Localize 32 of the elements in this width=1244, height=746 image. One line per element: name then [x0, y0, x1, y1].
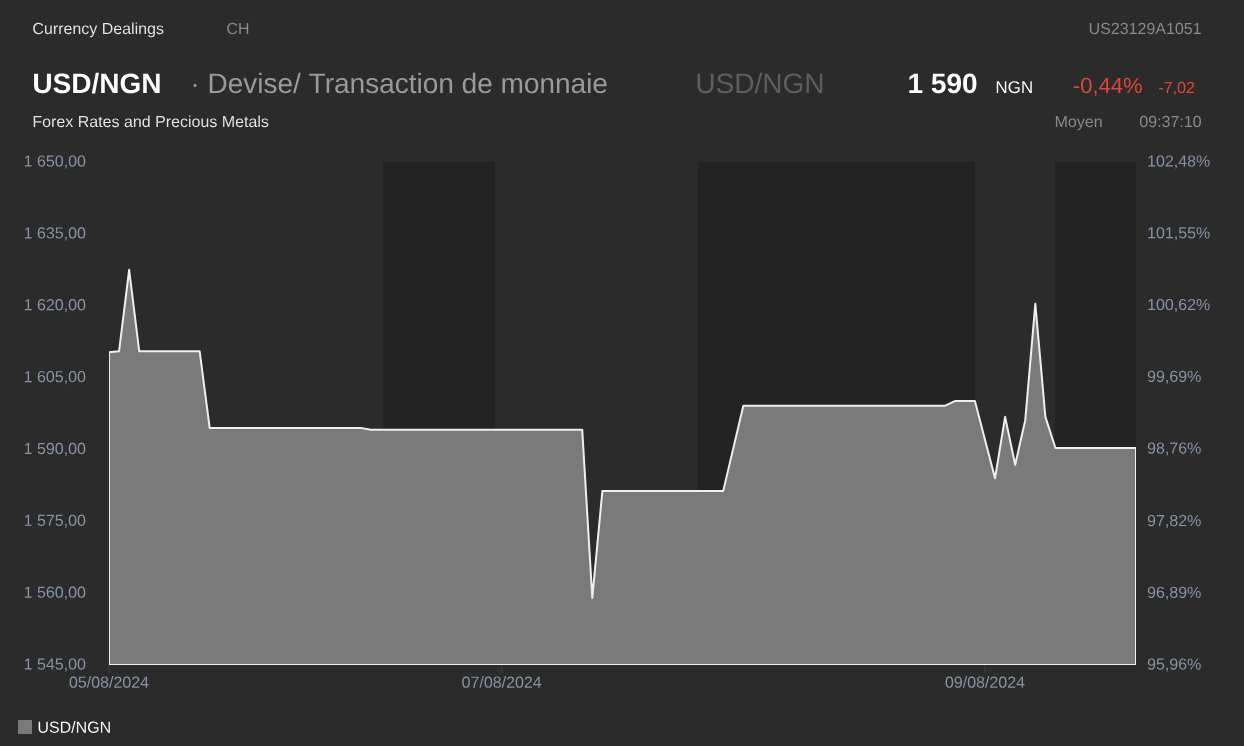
- y2-tick-label: 98,76%: [1147, 442, 1201, 456]
- chart-subtitle: Forex Rates and Precious Metals: [33, 115, 269, 128]
- text: NGN: [996, 81, 1032, 94]
- legend-label: USD/NGN: [38, 721, 110, 733]
- y2-tick-label: 101,55%: [1148, 227, 1210, 241]
- y-tick-label: 1 635,00: [24, 227, 86, 241]
- x-tick-label: 05/08/2024: [69, 676, 149, 688]
- text: -7,02: [1159, 81, 1195, 96]
- text: 09:37:10: [1139, 115, 1201, 128]
- x-tick-label: 07/08/2024: [462, 676, 542, 688]
- text: -0,44%: [1073, 77, 1142, 96]
- y2-tick-label: 97,82%: [1147, 514, 1201, 529]
- y2-tick-label: 102,48%: [1148, 155, 1210, 169]
- x-tick-label: 09/08/2024: [945, 676, 1025, 688]
- text: Currency Dealings: [33, 22, 164, 38]
- chart-title: USD/NGN: [34, 72, 160, 94]
- y-tick-label: 1 545,00: [24, 658, 86, 672]
- text: US23129A1051: [1089, 22, 1201, 35]
- text: Moyen: [1055, 115, 1102, 131]
- text: · Devise/ Transaction de monnaie: [193, 72, 607, 94]
- y-tick-label: 1 605,00: [24, 370, 86, 385]
- text: CH: [227, 22, 249, 35]
- y2-tick-label: 99,69%: [1147, 370, 1201, 384]
- y2-tick-label: 95,96%: [1147, 658, 1201, 672]
- y2-tick-label: 100,62%: [1148, 298, 1210, 313]
- y-tick-label: 1 620,00: [24, 299, 86, 313]
- y2-tick-label: 96,89%: [1147, 586, 1201, 600]
- text: 1 590: [909, 73, 977, 94]
- y-tick-label: 1 575,00: [24, 514, 86, 528]
- y-tick-label: 1 560,00: [24, 586, 86, 600]
- y-tick-label: 1 650,00: [24, 155, 86, 169]
- y-tick-label: 1 590,00: [24, 442, 86, 457]
